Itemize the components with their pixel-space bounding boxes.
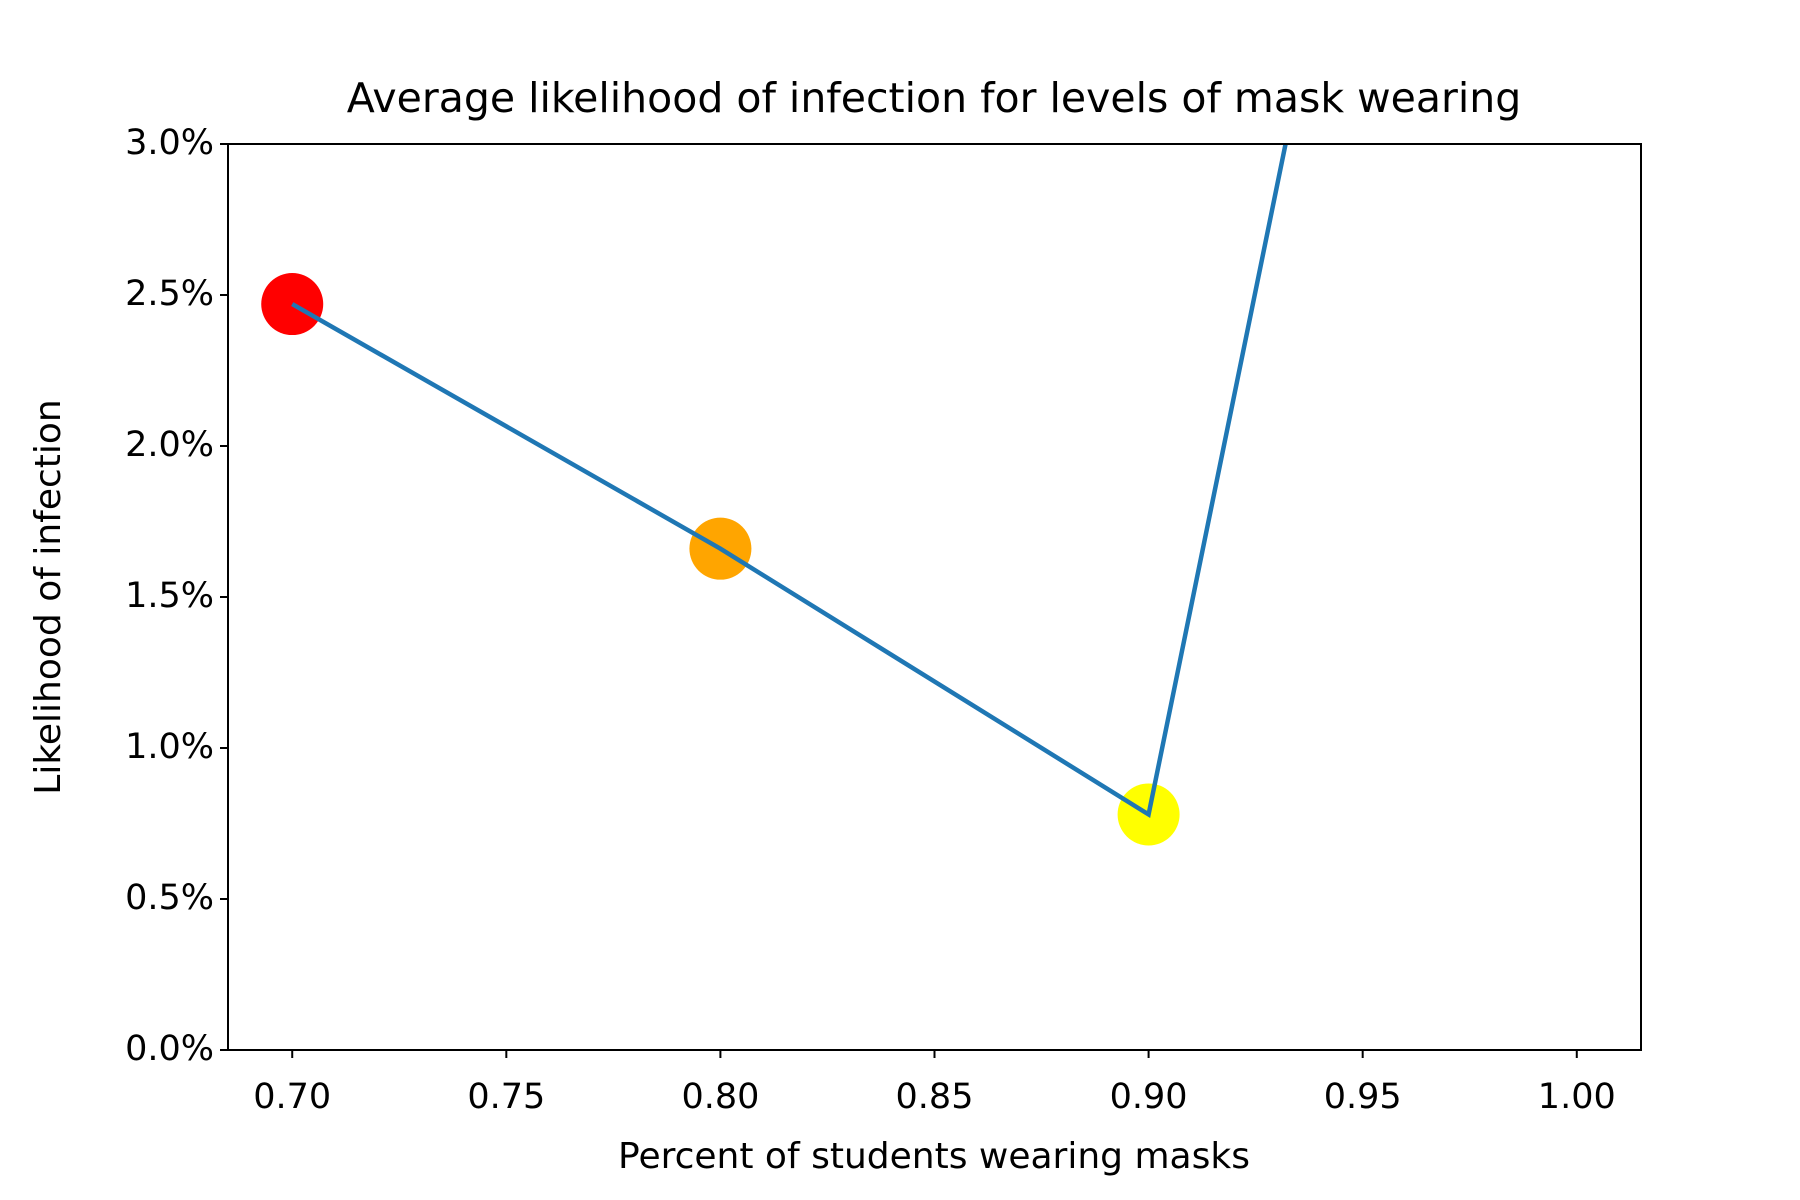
x-axis-label: Percent of students wearing masks (618, 1136, 1250, 1177)
x-tick-label: 0.90 (1110, 1077, 1188, 1117)
y-tick-label: 2.0% (125, 425, 214, 465)
x-tick-label: 1.00 (1538, 1077, 1616, 1117)
y-tick-label: 1.5% (125, 576, 214, 616)
data-line (291, 144, 1288, 819)
y-tick-label: 2.5% (125, 274, 214, 314)
y-axis-label: Likelihood of infection (28, 399, 69, 794)
x-tick-label: 0.95 (1324, 1077, 1402, 1117)
y-tick-label: 0.0% (125, 1029, 214, 1069)
x-tick-label: 0.85 (896, 1077, 974, 1117)
x-tick-label: 0.80 (681, 1077, 759, 1117)
x-tick-label: 0.70 (253, 1077, 331, 1117)
x-tick-label: 0.75 (467, 1077, 545, 1117)
y-tick-label: 3.0% (125, 123, 214, 163)
chart-title: Average likelihood of infection for leve… (347, 74, 1522, 122)
plot-frame (227, 143, 1642, 1051)
y-tick-label: 1.0% (125, 727, 214, 767)
y-tick-label: 0.5% (125, 878, 214, 918)
plot-area (261, 144, 1288, 846)
